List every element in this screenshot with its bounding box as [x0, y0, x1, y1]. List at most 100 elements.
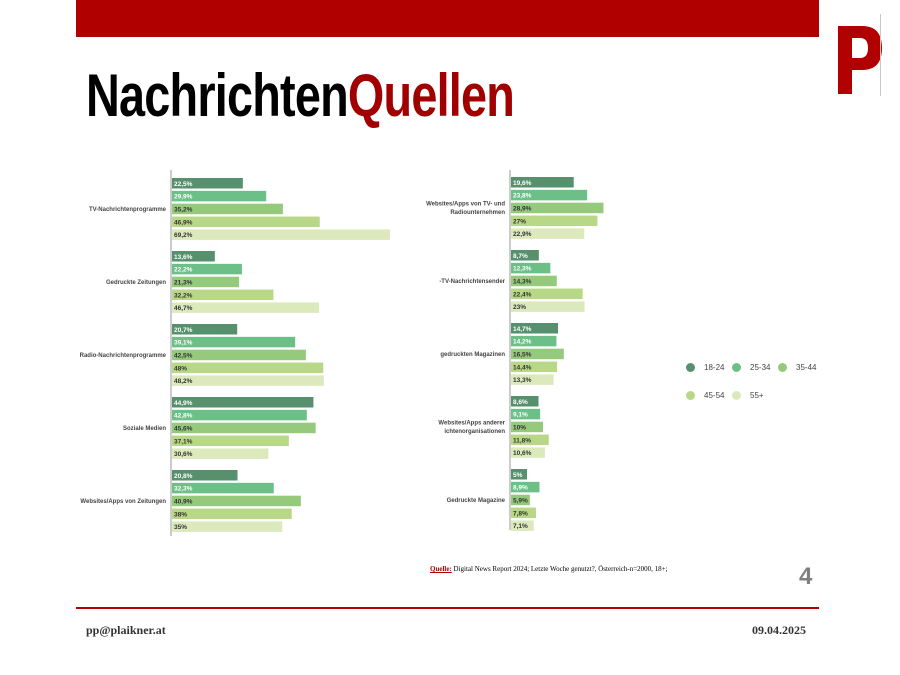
chart-data-label: 19,6% — [513, 180, 532, 187]
chart-data-label: 9,1% — [513, 412, 528, 419]
chart-data-label: 12,3% — [513, 266, 532, 273]
footer-date: 09.04.2025 — [752, 623, 806, 637]
chart-data-label: 10% — [513, 425, 526, 432]
chart-legend: 18-24 25-34 35-44 45-54 55+ — [686, 360, 836, 406]
chart-category-label: Websites/Apps anderer — [438, 421, 505, 427]
chart-data-label: 7,1% — [513, 523, 528, 530]
chart-data-label: 7,8% — [513, 510, 528, 517]
legend-item: 55+ — [732, 388, 764, 402]
chart-bar — [172, 375, 324, 386]
chart-bar — [511, 494, 530, 506]
chart-bar — [172, 251, 215, 262]
news-sources-chart: 22,5% 29,9% 35,2% 46,9% 69,2% TV-Nachrichtenp… — [80, 170, 604, 536]
chart-bar — [511, 228, 585, 239]
chart-data-label: 8,7% — [513, 253, 528, 260]
chart-bar — [511, 408, 541, 420]
legend-label: 25-34 — [750, 362, 771, 372]
chart-bar — [511, 447, 545, 458]
chart-bar — [172, 521, 283, 532]
legend-item: 25-34 — [732, 360, 770, 374]
chart-data-label: 45,6% — [174, 426, 193, 433]
chart-data-label: 22,5% — [174, 181, 193, 188]
chart-category-label: Radio-Nachrichtenprogramme — [80, 353, 167, 359]
chart-data-label: 28,9% — [513, 206, 532, 213]
chart-bar — [172, 482, 274, 494]
plaikner-logo-icon — [838, 26, 882, 94]
logo-divider — [880, 14, 881, 96]
legend-swatch — [686, 390, 695, 400]
legend-swatch — [778, 362, 787, 372]
chart-data-label: 8,9% — [513, 485, 528, 492]
chart-category-label: ichtenorganisationen — [444, 429, 505, 435]
chart-bar — [172, 336, 296, 348]
chart-data-label: 14,4% — [513, 364, 532, 371]
title-red-part: Quellen — [347, 62, 515, 129]
chart-data-label: 48,2% — [174, 378, 193, 385]
chart-data-label: 20,8% — [174, 473, 193, 480]
chart-data-label: 22,2% — [174, 267, 193, 274]
legend-label: 45-54 — [704, 390, 725, 400]
chart-bar — [511, 469, 527, 480]
chart-bar — [511, 335, 557, 347]
chart-data-label: 14,3% — [513, 279, 532, 286]
chart-bar — [511, 374, 554, 385]
chart-bar — [511, 507, 536, 519]
chart-data-label: 46,7% — [174, 305, 193, 312]
chart-data-label: 42,5% — [174, 353, 193, 360]
chart-data-label: 5,9% — [513, 498, 528, 505]
chart-bar — [172, 276, 240, 288]
chart-bar — [172, 435, 289, 447]
chart-data-label: 32,2% — [174, 292, 193, 299]
chart-category-label: Websites/Apps von Zeitungen — [80, 499, 166, 505]
chart-bar — [511, 301, 585, 312]
chart-data-label: 23% — [513, 304, 526, 311]
chart-bar — [511, 177, 574, 188]
chart-data-label: 69,2% — [174, 232, 193, 239]
footer-email: pp@plaikner.at — [86, 623, 166, 637]
chart-bar — [511, 288, 583, 300]
chart-data-label: 22,4% — [513, 291, 532, 298]
chart-bar — [172, 409, 307, 421]
chart-bar — [172, 495, 301, 507]
chart-data-label: 14,7% — [513, 326, 532, 333]
header-bar — [76, 0, 819, 37]
chart-bar — [172, 362, 324, 374]
chart-category-label: gedruckten Magazinen — [440, 352, 505, 358]
chart-data-label: 8,6% — [513, 399, 528, 406]
legend-label: 55+ — [750, 390, 764, 400]
chart-data-label: 16,5% — [513, 352, 532, 359]
chart-bar — [511, 262, 551, 274]
legend-label: 18-24 — [704, 362, 725, 372]
chart-bar — [511, 275, 557, 287]
chart-bar — [172, 263, 242, 275]
chart-data-label: 35,2% — [174, 207, 193, 214]
chart-data-label: 40,9% — [174, 499, 193, 506]
chart-category-label: Gedruckte Zeitungen — [106, 280, 166, 286]
legend-item: 18-24 — [686, 360, 724, 374]
chart-bar — [511, 250, 539, 261]
chart-data-label: 13,3% — [513, 377, 532, 384]
chart-bar — [172, 470, 238, 481]
chart-bar — [172, 229, 390, 240]
chart-bar — [172, 397, 314, 408]
chart-data-label: 37,1% — [174, 438, 193, 445]
chart-category-label: Websites/Apps von TV- und — [426, 202, 505, 208]
chart-bar — [511, 361, 558, 373]
chart-bar — [172, 422, 316, 434]
chart-bar — [172, 508, 292, 520]
chart-bar — [511, 421, 543, 433]
chart-data-label: 39,1% — [174, 340, 193, 347]
chart-category-label: Soziale Medien — [123, 426, 166, 432]
legend-swatch — [732, 362, 741, 372]
chart-bar — [511, 215, 598, 227]
chart-bar — [511, 202, 604, 214]
chart-bar — [511, 481, 540, 493]
chart-data-label: 23,8% — [513, 193, 532, 200]
chart-data-label: 10,6% — [513, 450, 532, 457]
chart-bar — [511, 520, 534, 531]
chart-bar — [172, 203, 283, 215]
chart-bar — [511, 189, 588, 201]
legend-swatch — [732, 390, 741, 400]
footer-line — [76, 607, 819, 609]
chart-bar — [511, 323, 559, 334]
